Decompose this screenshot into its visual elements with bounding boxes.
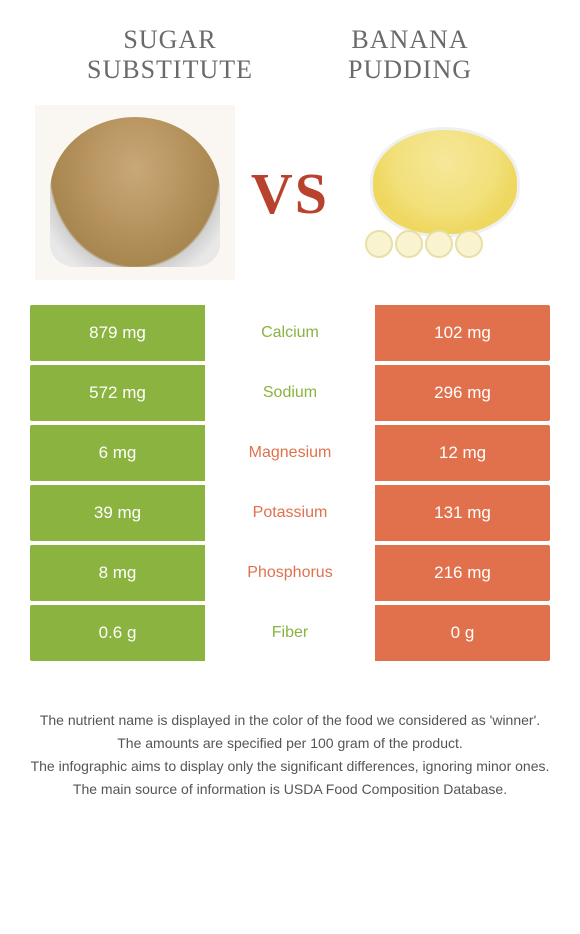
right-value: 102 mg (375, 305, 550, 361)
right-food-title: Banana pudding (290, 25, 530, 85)
header: Sugar substitute Banana pudding (0, 0, 580, 95)
footer-line: The main source of information is USDA F… (15, 779, 565, 800)
right-food-image (345, 105, 545, 280)
footer-line: The infographic aims to display only the… (15, 756, 565, 777)
sugar-cup-illustration (50, 117, 220, 267)
nutrient-name: Fiber (205, 605, 375, 661)
nutrient-name: Potassium (205, 485, 375, 541)
left-value: 8 mg (30, 545, 205, 601)
footer-line: The amounts are specified per 100 gram o… (15, 733, 565, 754)
table-row: 39 mg Potassium 131 mg (30, 485, 550, 541)
left-food-image (35, 105, 235, 280)
left-value: 6 mg (30, 425, 205, 481)
right-value: 216 mg (375, 545, 550, 601)
footer-notes: The nutrient name is displayed in the co… (0, 665, 580, 800)
table-row: 6 mg Magnesium 12 mg (30, 425, 550, 481)
nutrient-name: Magnesium (205, 425, 375, 481)
right-value: 12 mg (375, 425, 550, 481)
left-value: 0.6 g (30, 605, 205, 661)
left-value: 572 mg (30, 365, 205, 421)
right-value: 296 mg (375, 365, 550, 421)
banana-slices-illustration (365, 230, 505, 270)
table-row: 572 mg Sodium 296 mg (30, 365, 550, 421)
right-value: 0 g (375, 605, 550, 661)
nutrient-name: Sodium (205, 365, 375, 421)
left-value: 879 mg (30, 305, 205, 361)
left-food-title: Sugar substitute (50, 25, 290, 85)
nutrient-name: Phosphorus (205, 545, 375, 601)
footer-line: The nutrient name is displayed in the co… (15, 710, 565, 731)
images-row: VS (0, 95, 580, 305)
nutrient-name: Calcium (205, 305, 375, 361)
pudding-bowl-illustration (370, 127, 520, 237)
table-row: 0.6 g Fiber 0 g (30, 605, 550, 661)
nutrient-table: 879 mg Calcium 102 mg 572 mg Sodium 296 … (0, 305, 580, 661)
table-row: 8 mg Phosphorus 216 mg (30, 545, 550, 601)
right-value: 131 mg (375, 485, 550, 541)
table-row: 879 mg Calcium 102 mg (30, 305, 550, 361)
left-value: 39 mg (30, 485, 205, 541)
vs-badge: VS (251, 160, 329, 227)
